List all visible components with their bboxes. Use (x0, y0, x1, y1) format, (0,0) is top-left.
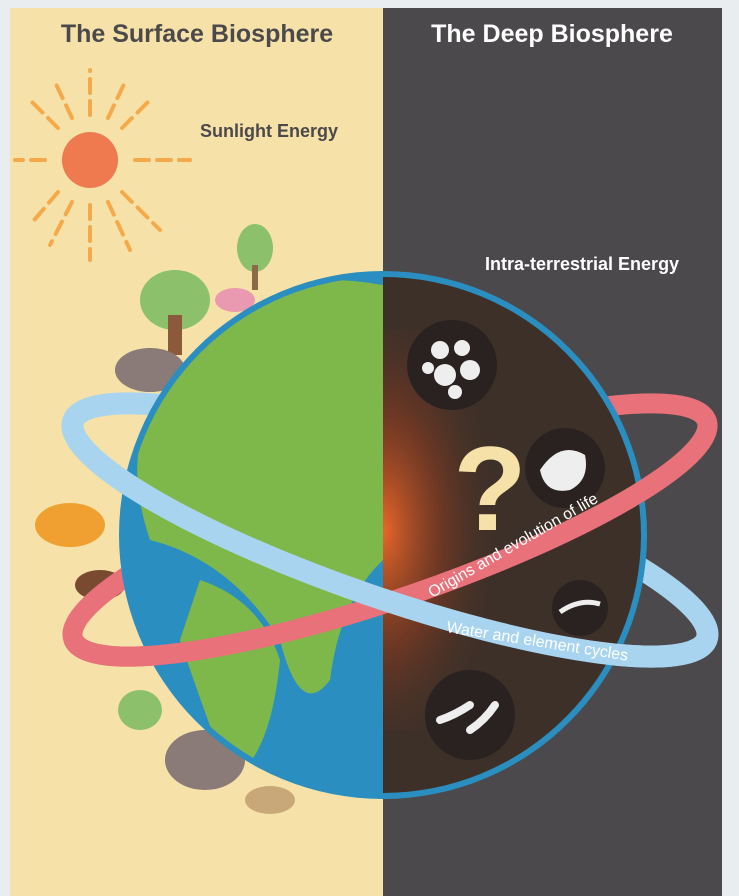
page: The Surface Biosphere The Deep Biosphere… (0, 0, 739, 896)
surface-title: The Surface Biosphere (61, 20, 333, 48)
sun-disc (62, 132, 118, 188)
infographic: The Surface Biosphere The Deep Biosphere… (0, 0, 739, 896)
sunlight-label: Sunlight Energy (200, 121, 338, 141)
intra-label: Intra-terrestrial Energy (485, 254, 679, 274)
deep-title: The Deep Biosphere (431, 20, 673, 48)
